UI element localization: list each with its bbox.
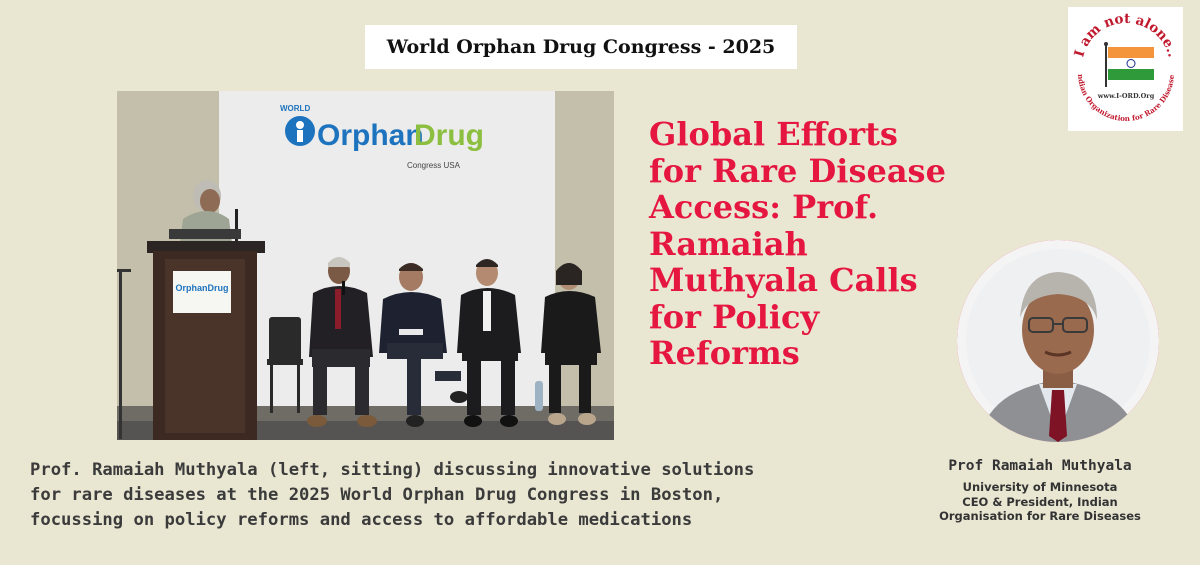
headline-line: Access: Prof. <box>649 188 879 226</box>
profile-portrait <box>957 240 1159 442</box>
backdrop-drug: Drug <box>414 119 484 152</box>
person-role-line: Organisation for Rare Diseases <box>939 509 1141 523</box>
backdrop-world: WORLD <box>280 104 310 113</box>
panelist-3 <box>457 259 521 427</box>
photo-caption: Prof. Ramaiah Muthyala (left, sitting) d… <box>30 458 880 533</box>
event-photo: WORLD Orphan Drug Congress USA OrphanDru… <box>117 91 614 440</box>
caption-line: focussing on policy reforms and access t… <box>30 510 693 530</box>
india-flag-icon <box>1108 47 1154 80</box>
panelist-2 <box>379 263 468 427</box>
headline-line: for Rare Disease <box>649 151 946 190</box>
panelist-1 <box>307 257 377 427</box>
article-headline: Global Efforts for Rare Disease Access: … <box>649 116 979 372</box>
iord-logo: I am not alone.. Indian Organization for… <box>1068 7 1183 131</box>
podium-brand: OrphanDrug <box>176 283 229 293</box>
headline-line: Muthyala Calls <box>649 261 918 299</box>
caption-line: for rare diseases at the 2025 World Orph… <box>30 485 724 505</box>
person-name: Prof Ramaiah Muthyala <box>948 458 1132 474</box>
headline-line: Reforms <box>649 334 800 372</box>
person-role: University of Minnesota CEO & President,… <box>880 480 1200 524</box>
logo-website: www.I-ORD.Org <box>1097 92 1155 100</box>
headline-line: for Policy <box>649 297 820 336</box>
event-title-banner: World Orphan Drug Congress - 2025 <box>365 25 797 69</box>
event-title: World Orphan Drug Congress - 2025 <box>386 36 776 58</box>
person-role-line: University of Minnesota <box>962 480 1118 494</box>
podium: OrphanDrug <box>147 229 265 440</box>
backdrop-congress: Congress USA <box>407 161 461 170</box>
backdrop-orphan: Orphan <box>317 119 424 152</box>
flag-pole <box>1105 45 1107 87</box>
headline-line: Ramaiah <box>649 224 808 263</box>
panelist-4 <box>535 263 601 425</box>
person-role-line: CEO & President, Indian <box>962 494 1118 509</box>
caption-line: Prof. Ramaiah Muthyala (left, sitting) d… <box>30 460 755 480</box>
headline-line: Global Efforts <box>649 115 898 153</box>
